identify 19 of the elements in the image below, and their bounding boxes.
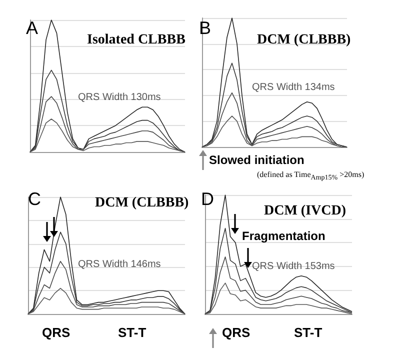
text: QRS — [222, 325, 250, 340]
text: (defined as Time$_{Amp15%}$ >20ms) — [257, 170, 364, 182]
text: QRS — [42, 325, 70, 340]
annotation: D — [201, 189, 214, 210]
annotation: QRS Width 130ms — [78, 92, 161, 103]
text: ST-T — [294, 325, 322, 340]
annotation: C — [28, 189, 41, 210]
text: DCM (IVCD) — [264, 204, 346, 218]
annotation: A — [26, 18, 38, 39]
text: Slowed initiation — [209, 153, 304, 167]
text: Isolated CLBBB — [87, 32, 186, 48]
annotation: QRS Width 153ms — [252, 261, 335, 272]
annotation: B — [199, 18, 212, 39]
annotation: QRS Width 134ms — [252, 82, 335, 93]
annotation: QRS Width 146ms — [78, 259, 161, 270]
text: DCM (CLBBB) — [257, 32, 352, 48]
chart-title: DCM (CLBBB) — [95, 196, 190, 210]
annotation: Fragmentation — [242, 229, 326, 243]
text: ST-T — [118, 325, 146, 340]
